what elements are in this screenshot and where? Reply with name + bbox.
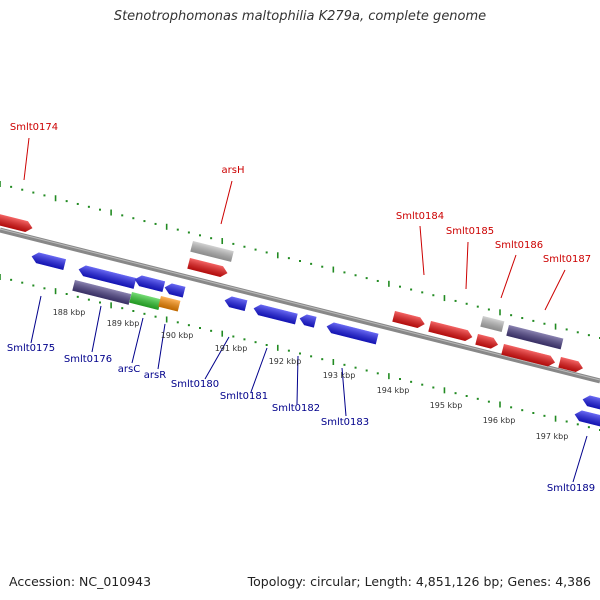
scale-tick-label: 189 kbp bbox=[107, 319, 140, 328]
forward-gene-label: Smlt0184 bbox=[396, 211, 444, 222]
scale-tick-label: 197 kbp bbox=[536, 432, 569, 441]
reverse-gene-group bbox=[299, 314, 317, 328]
reverse-gene-shading bbox=[31, 252, 66, 270]
forward-gene-group bbox=[428, 321, 473, 341]
reverse-leader-line bbox=[341, 367, 347, 417]
scale-tick-label: 194 kbp bbox=[377, 386, 410, 395]
reverse-gene-label: Smlt0180 bbox=[171, 379, 219, 390]
scale-tick-label: 193 kbp bbox=[323, 371, 356, 380]
scale-tick-label: 190 kbp bbox=[161, 331, 194, 340]
scale-tick-label: 191 kbp bbox=[215, 344, 248, 353]
accession-text: Accession: NC_010943 bbox=[9, 574, 152, 589]
reverse-gene-shading bbox=[224, 296, 248, 312]
reverse-gene-label: Smlt0181 bbox=[220, 391, 268, 402]
gene-labels: Smlt0174arsHSmlt0184Smlt0185Smlt0186Smlt… bbox=[7, 122, 595, 494]
reverse-leader-line bbox=[131, 317, 144, 364]
reverse-gene-label: Smlt0176 bbox=[64, 354, 112, 365]
reverse-gene-shading bbox=[326, 322, 379, 345]
forward-leader-line bbox=[465, 241, 469, 290]
forward-gene-group bbox=[501, 344, 556, 367]
reverse-gene-group bbox=[134, 275, 166, 292]
pseudogene-box-shading bbox=[190, 241, 234, 262]
reverse-gene-label: arsR bbox=[144, 370, 166, 381]
pseudogene-box-group bbox=[190, 241, 234, 262]
reverse-gene-label: arsC bbox=[118, 364, 140, 375]
reverse-leader-line bbox=[91, 305, 102, 353]
reverse-gene-shading bbox=[78, 265, 137, 289]
reverse-leader-line bbox=[204, 336, 230, 380]
reverse-gene-group bbox=[224, 296, 248, 312]
operon-box-shading bbox=[72, 280, 132, 305]
reverse-gene-group bbox=[31, 252, 66, 270]
reverse-gene-shading bbox=[164, 283, 186, 298]
scale-tick-labels: 188 kbp 189 kbp 190 kbp 191 kbp 192 kbp 193 k… bbox=[53, 308, 569, 441]
scale-tick-label: 188 kbp bbox=[53, 308, 86, 317]
forward-gene-shading bbox=[0, 213, 33, 232]
forward-gene-label: Smlt0186 bbox=[495, 240, 543, 251]
gene-arsR-shading bbox=[158, 296, 181, 312]
reverse-gene-label: Smlt0183 bbox=[321, 417, 369, 428]
gene-arsC-group bbox=[129, 292, 162, 310]
reverse-leader-line bbox=[157, 323, 166, 370]
reverse-gene-label: Smlt0182 bbox=[272, 403, 320, 414]
forward-leader-line bbox=[544, 269, 566, 311]
forward-leader-line bbox=[500, 254, 517, 299]
genome-summary-text: Topology: circular; Length: 4,851,126 bp… bbox=[247, 574, 591, 589]
gene-arsR-group bbox=[158, 296, 181, 312]
label-leader-lines bbox=[23, 137, 588, 483]
reverse-gene-shading bbox=[582, 395, 600, 410]
forward-gene-shading bbox=[428, 321, 473, 341]
forward-gene-arsH-shading bbox=[187, 258, 228, 277]
reverse-gene-shading bbox=[299, 314, 317, 328]
forward-gene-shading bbox=[558, 357, 583, 373]
forward-gene-shading bbox=[392, 311, 425, 329]
scale-tick-label: 195 kbp bbox=[430, 401, 463, 410]
operon-box-group bbox=[506, 325, 564, 350]
reverse-dotted-scale bbox=[0, 274, 600, 431]
forward-leader-line bbox=[23, 137, 30, 181]
forward-gene-group bbox=[392, 311, 425, 329]
pseudogene-box-group bbox=[480, 316, 505, 333]
reverse-gene-shading bbox=[253, 304, 298, 325]
forward-gene-arsH-group bbox=[187, 258, 228, 277]
reverse-leader-line bbox=[250, 347, 268, 393]
reverse-gene-label: Smlt0189 bbox=[547, 483, 595, 494]
scale-tick-label: 192 kbp bbox=[269, 357, 302, 366]
reverse-gene-group bbox=[582, 395, 600, 410]
forward-leader-line bbox=[419, 225, 425, 276]
forward-gene-group bbox=[475, 334, 498, 349]
forward-gene-shading bbox=[501, 344, 556, 367]
operon-box-group bbox=[72, 280, 132, 305]
gene-features bbox=[0, 213, 600, 427]
pseudogene-box-shading bbox=[480, 316, 505, 333]
genome-backbone-highlight bbox=[0, 228, 600, 381]
reverse-gene-label: Smlt0175 bbox=[7, 343, 55, 354]
forward-gene-group bbox=[558, 357, 583, 373]
forward-dotted-scale bbox=[0, 181, 600, 339]
reverse-gene-shading bbox=[574, 410, 600, 427]
reverse-gene-group bbox=[574, 410, 600, 427]
forward-gene-shading bbox=[475, 334, 498, 349]
reverse-leader-line bbox=[296, 355, 299, 405]
genome-backbone bbox=[0, 227, 600, 384]
operon-box-shading bbox=[506, 325, 564, 350]
reverse-gene-group bbox=[164, 283, 186, 298]
reverse-gene-shading bbox=[134, 275, 166, 292]
forward-leader-line bbox=[220, 180, 233, 225]
reverse-gene-group bbox=[326, 322, 379, 345]
reverse-leader-line bbox=[30, 295, 42, 344]
forward-gene-label: Smlt0174 bbox=[10, 122, 58, 133]
diagram-title: Stenotrophomonas maltophilia K279a, comp… bbox=[113, 9, 487, 24]
reverse-gene-group bbox=[78, 265, 137, 289]
gene-arsC-shading bbox=[129, 292, 162, 310]
reverse-leader-line bbox=[572, 435, 588, 483]
scale-tick-label: 196 kbp bbox=[483, 416, 516, 425]
reverse-gene-group bbox=[253, 304, 298, 325]
forward-gene-group bbox=[0, 213, 33, 232]
forward-gene-label: Smlt0185 bbox=[446, 226, 494, 237]
forward-gene-label: Smlt0187 bbox=[543, 254, 591, 265]
forward-gene-label: arsH bbox=[222, 165, 245, 176]
